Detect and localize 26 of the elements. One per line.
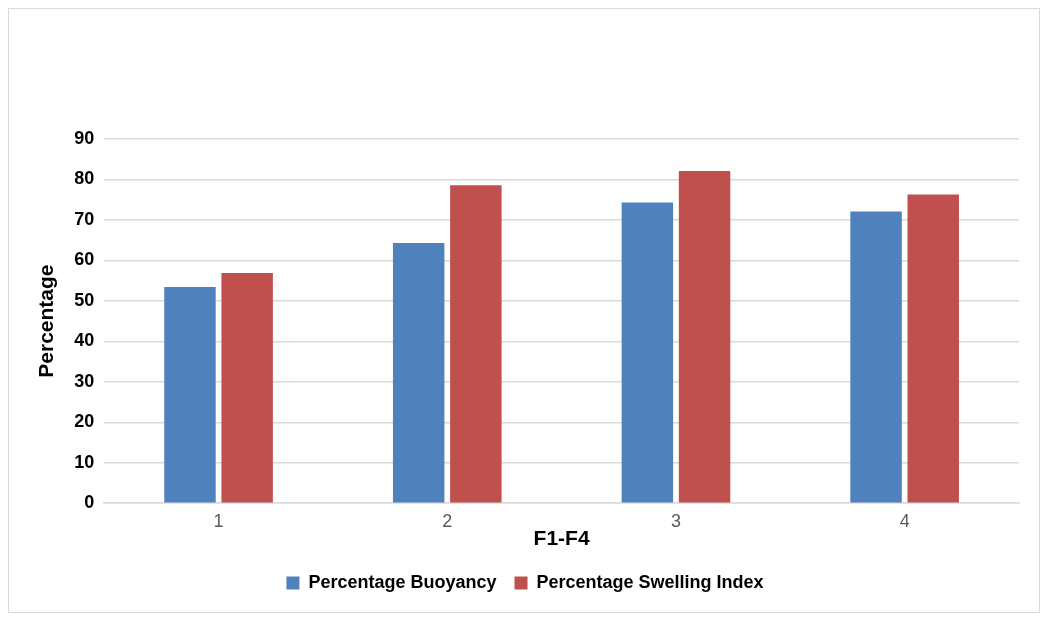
- y-tick-label: 80: [74, 168, 95, 189]
- y-tick-label: 10: [74, 451, 95, 472]
- x-tick-label: 1: [213, 510, 224, 531]
- y-tick-label: 0: [84, 492, 95, 513]
- x-axis-title: F1-F4: [533, 526, 590, 550]
- y-tick-label: 50: [74, 289, 95, 310]
- bar: [850, 211, 902, 503]
- y-tick-label: 20: [74, 411, 95, 432]
- y-tick-label: 70: [74, 208, 95, 229]
- bar: [621, 202, 674, 503]
- legend-label: Percentage Swelling Index: [536, 571, 764, 592]
- bar: [164, 287, 216, 503]
- y-tick-label: 40: [74, 330, 95, 351]
- legend-label: Percentage Buoyancy: [308, 571, 497, 592]
- bar: [907, 194, 959, 503]
- bar: [221, 272, 273, 503]
- y-tick-label: 90: [74, 127, 95, 148]
- y-axis-title: Percentage: [34, 264, 58, 378]
- x-tick-label: 3: [670, 510, 681, 531]
- x-tick-label: 4: [899, 510, 910, 531]
- x-tick-label: 2: [442, 510, 453, 531]
- bar: [392, 243, 445, 503]
- y-tick-label: 30: [74, 370, 95, 391]
- bar: [678, 170, 731, 503]
- bar: [450, 185, 502, 503]
- y-tick-label: 60: [74, 249, 95, 270]
